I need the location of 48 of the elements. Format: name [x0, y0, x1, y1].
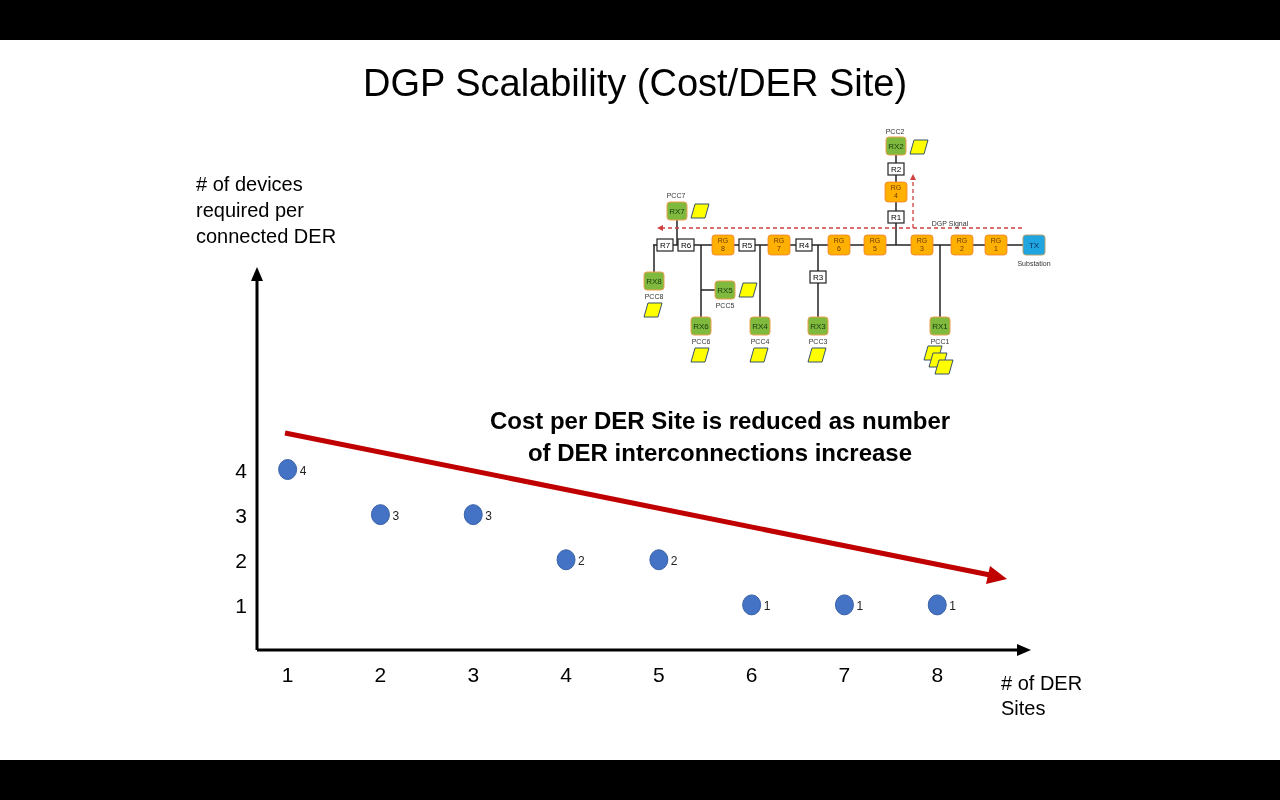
x-tick-label: 2	[374, 663, 387, 686]
x-tick-label: 1	[281, 663, 294, 686]
x-tick-label: 6	[745, 663, 758, 686]
y-tick-label: 2	[235, 548, 247, 572]
annotation: RX5	[717, 285, 734, 295]
x-tick-label: 3	[467, 663, 480, 686]
point	[927, 594, 947, 616]
data-label: 2	[578, 553, 586, 568]
point	[742, 594, 762, 616]
data-label: 1	[763, 598, 771, 613]
annotation: RX1	[932, 321, 949, 331]
annotation: RX4	[752, 321, 769, 331]
data-label: 1	[856, 598, 864, 613]
y-tick-label: 1	[235, 593, 247, 617]
chart-title: DGP Scalability (Cost/DER Site)	[362, 62, 908, 104]
text: RX7	[669, 206, 685, 216]
point	[370, 504, 390, 526]
text: R1	[890, 212, 902, 222]
point	[278, 459, 298, 481]
text: RX2	[888, 141, 904, 151]
data-label: 3	[485, 508, 493, 523]
point	[649, 549, 669, 571]
x-tick-label: 4	[560, 663, 573, 686]
x-tick-label: 7	[838, 663, 851, 686]
text: R2	[890, 164, 902, 174]
data-label: 2	[670, 553, 678, 568]
text: R4	[798, 240, 810, 250]
y-axis-title: # of devices required per connected DER	[196, 173, 337, 247]
point	[463, 504, 483, 526]
annotation: R3	[812, 272, 824, 282]
y-tick-label: 3	[235, 503, 247, 527]
x-tick-label: 5	[653, 663, 665, 686]
text: R7	[659, 240, 671, 250]
data-label: 1	[949, 598, 957, 613]
data-label: 3	[392, 508, 400, 523]
annotation: RX3	[810, 321, 827, 331]
point	[834, 594, 854, 616]
annotation: RX6	[693, 321, 710, 331]
x-tick-label: 8	[931, 663, 944, 686]
point	[556, 549, 576, 571]
annotation: RX8	[646, 276, 663, 286]
text: TX	[1028, 240, 1040, 250]
annotation: Cost per DER Site is reduced as number of DER interconnections increase	[489, 407, 951, 466]
y-tick-label: 4	[235, 458, 248, 482]
data-label: 4	[299, 463, 307, 478]
text: R6	[680, 240, 692, 250]
text: R5	[741, 240, 753, 250]
x-axis-title: # of DER Sites	[1001, 672, 1083, 719]
